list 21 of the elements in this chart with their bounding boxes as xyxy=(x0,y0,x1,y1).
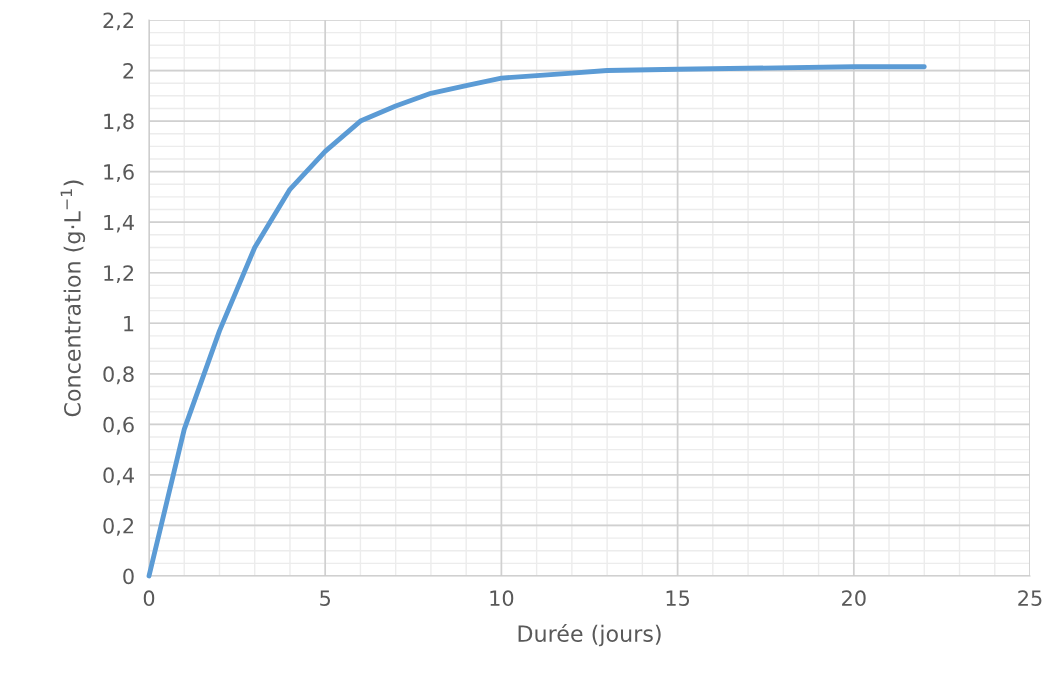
x-axis-title: Durée (jours) xyxy=(518,623,661,647)
y-tick-label: 1 xyxy=(124,316,134,332)
y-axis-title: Concentration (g·L$^{−1}$) xyxy=(60,180,86,417)
x-tick-label: 5 xyxy=(320,590,331,607)
x-tick-label: 0 xyxy=(143,590,155,607)
y-tick-label: 0,4 xyxy=(103,467,134,486)
x-tick-label: 10 xyxy=(490,590,514,607)
x-tick-label: 20 xyxy=(842,590,866,607)
y-tick-label: 2,2 xyxy=(103,12,134,31)
y-tick-label: 1,2 xyxy=(104,265,134,284)
x-tick-label: 15 xyxy=(666,590,690,607)
y-tick-label: 1,4 xyxy=(104,214,134,233)
y-tick-label: 0,2 xyxy=(103,517,134,536)
y-tick-label: 1,6 xyxy=(104,164,134,182)
y-tick-label: 0,8 xyxy=(103,366,134,385)
y-tick-label: 0,6 xyxy=(103,416,134,435)
x-tick-label: 25 xyxy=(1018,590,1042,607)
y-tick-label: 2 xyxy=(123,63,134,79)
y-tick-label: 1,8 xyxy=(104,113,134,132)
line-series xyxy=(146,64,927,579)
y-tick-label: 0 xyxy=(123,568,134,585)
